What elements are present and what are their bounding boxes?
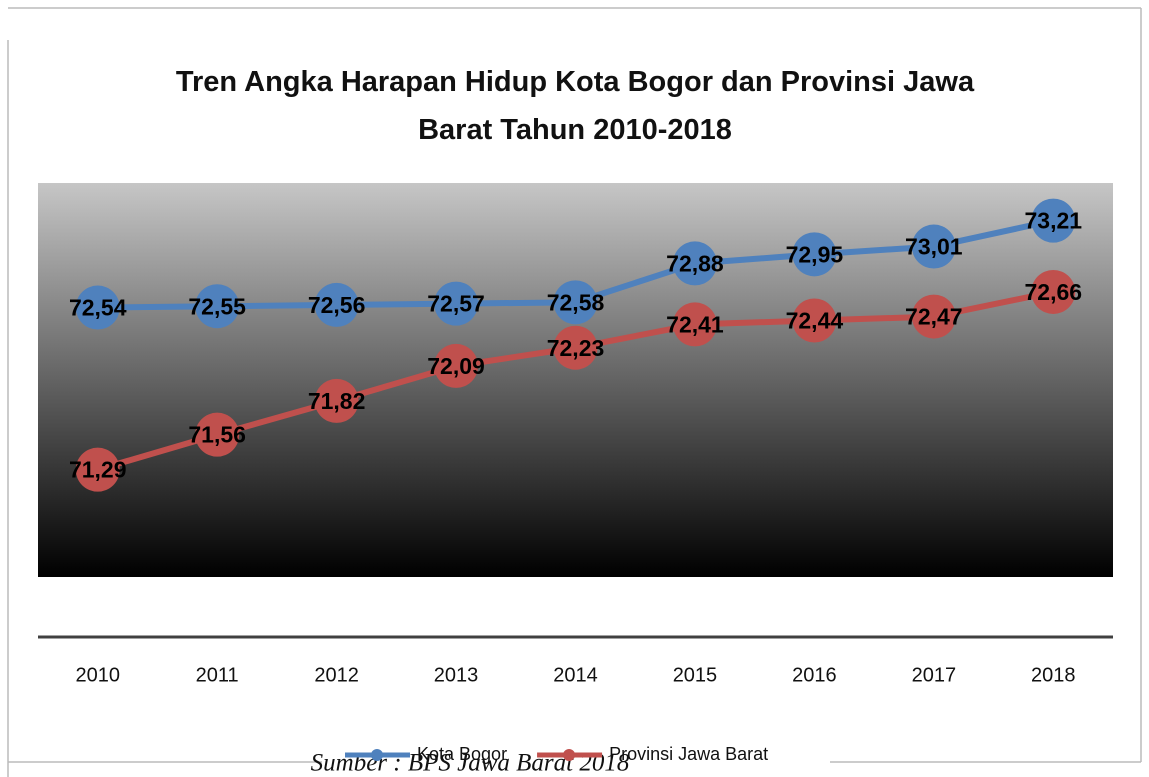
data-label: 72,95 (786, 241, 844, 267)
x-tick-label: 2013 (434, 664, 479, 686)
data-label: 71,29 (69, 457, 127, 483)
marker (1031, 198, 1076, 243)
data-label: 71,56 (188, 422, 246, 448)
data-label: 72,66 (1024, 279, 1082, 305)
data-label: 72,58 (547, 289, 605, 315)
marker (434, 281, 479, 326)
marker (792, 232, 837, 277)
data-label: 72,55 (188, 293, 246, 319)
legend-marker (563, 749, 576, 761)
legend-label: Kota Bogor (417, 744, 507, 764)
marker (911, 224, 956, 269)
data-label: 72,44 (786, 308, 844, 334)
data-label: 72,47 (905, 304, 963, 330)
x-tick-label: 2014 (553, 664, 598, 686)
data-label: 71,82 (308, 388, 366, 414)
data-label: 73,21 (1024, 208, 1082, 234)
x-tick-label: 2015 (673, 664, 718, 686)
x-tick-label: 2010 (75, 664, 120, 686)
marker (672, 241, 717, 286)
marker (75, 285, 120, 330)
marker (314, 282, 359, 327)
data-label: 72,23 (547, 335, 605, 361)
x-tick-label: 2018 (1031, 664, 1076, 686)
legend-label: Provinsi Jawa Barat (609, 744, 768, 764)
marker (314, 378, 359, 423)
data-label: 72,88 (666, 251, 724, 277)
x-tick-label: 2012 (314, 664, 359, 686)
data-label: 72,09 (427, 353, 485, 379)
marker (1031, 269, 1076, 314)
marker (195, 412, 240, 457)
data-label: 72,56 (308, 292, 366, 318)
x-tick-label: 2017 (912, 664, 957, 686)
marker (434, 343, 479, 388)
marker (195, 284, 240, 329)
data-label: 72,54 (69, 295, 127, 321)
legend-marker (371, 749, 383, 761)
marker (553, 325, 598, 370)
x-tick-label: 2011 (196, 664, 239, 686)
marker (911, 294, 956, 339)
data-label: 73,01 (905, 234, 963, 260)
marker (672, 302, 717, 347)
x-tick-label: 2016 (792, 664, 837, 686)
marker (792, 298, 837, 343)
marker (75, 447, 120, 492)
chart-title: Tren Angka Harapan Hidup Kota Bogor dan … (175, 66, 975, 146)
marker (553, 280, 598, 325)
data-label: 72,57 (427, 291, 485, 317)
data-label: 72,41 (666, 311, 724, 337)
